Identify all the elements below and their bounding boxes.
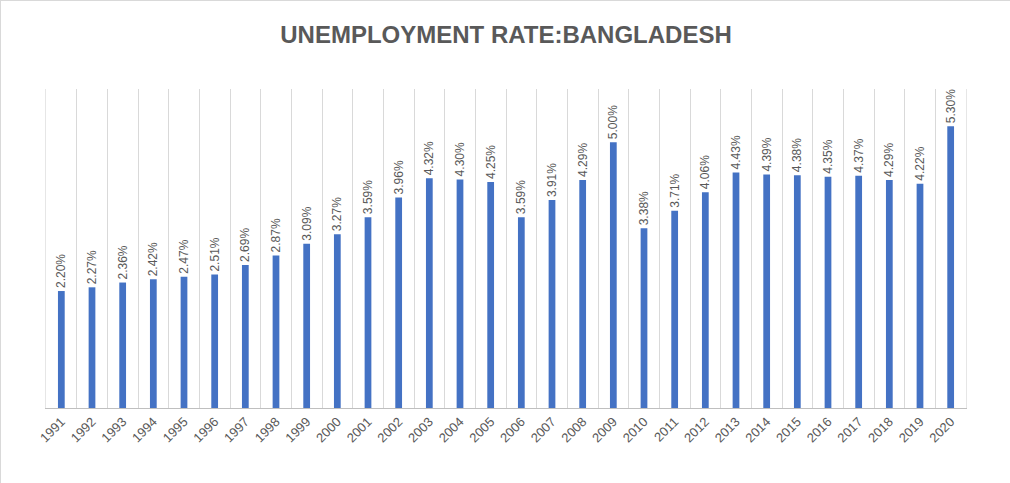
svg-text:3.96%: 3.96%: [392, 160, 406, 194]
svg-text:2.36%: 2.36%: [116, 245, 130, 279]
svg-text:UNEMPLOYMENT RATE:BANGLADESH: UNEMPLOYMENT RATE:BANGLADESH: [280, 21, 732, 48]
svg-text:2019: 2019: [896, 414, 927, 445]
svg-text:2002: 2002: [374, 414, 405, 445]
svg-text:4.39%: 4.39%: [760, 137, 774, 171]
svg-text:4.30%: 4.30%: [453, 142, 467, 176]
svg-text:2011: 2011: [651, 414, 681, 444]
svg-text:2.47%: 2.47%: [177, 239, 191, 273]
svg-text:1993: 1993: [98, 414, 129, 445]
svg-text:4.29%: 4.29%: [882, 143, 896, 177]
svg-text:2009: 2009: [589, 414, 620, 445]
svg-text:3.59%: 3.59%: [361, 180, 375, 214]
svg-text:4.43%: 4.43%: [729, 135, 743, 169]
svg-text:2020: 2020: [926, 414, 957, 445]
svg-text:2012: 2012: [681, 414, 712, 445]
svg-text:1992: 1992: [68, 414, 99, 445]
svg-text:2008: 2008: [558, 414, 589, 445]
svg-text:4.22%: 4.22%: [913, 146, 927, 180]
svg-text:2004: 2004: [436, 414, 467, 445]
svg-text:1999: 1999: [282, 414, 313, 445]
svg-text:1998: 1998: [252, 414, 283, 445]
svg-text:2.69%: 2.69%: [238, 228, 252, 262]
svg-text:2013: 2013: [712, 414, 743, 445]
svg-text:4.35%: 4.35%: [821, 139, 835, 173]
svg-text:4.32%: 4.32%: [422, 141, 436, 175]
svg-text:1994: 1994: [129, 414, 160, 445]
svg-text:5.30%: 5.30%: [944, 89, 958, 123]
svg-text:4.38%: 4.38%: [790, 138, 804, 172]
svg-text:2017: 2017: [834, 414, 865, 445]
svg-text:1996: 1996: [190, 414, 221, 445]
svg-text:3.71%: 3.71%: [668, 173, 682, 207]
svg-text:2014: 2014: [742, 414, 773, 445]
svg-text:2.27%: 2.27%: [85, 250, 99, 284]
svg-text:2001: 2001: [344, 414, 375, 445]
svg-text:4.25%: 4.25%: [484, 145, 498, 179]
svg-text:2016: 2016: [804, 414, 835, 445]
svg-text:2.87%: 2.87%: [269, 218, 283, 252]
svg-text:1991: 1991: [37, 414, 68, 445]
svg-text:3.09%: 3.09%: [300, 206, 314, 240]
svg-text:4.06%: 4.06%: [698, 155, 712, 189]
svg-text:1995: 1995: [160, 414, 191, 445]
svg-text:3.59%: 3.59%: [514, 180, 528, 214]
svg-text:4.29%: 4.29%: [576, 143, 590, 177]
svg-text:2007: 2007: [528, 414, 559, 445]
svg-text:2018: 2018: [865, 414, 896, 445]
svg-text:1997: 1997: [221, 414, 252, 445]
svg-text:3.91%: 3.91%: [545, 163, 559, 197]
svg-text:5.00%: 5.00%: [606, 105, 620, 139]
svg-text:2003: 2003: [405, 414, 436, 445]
svg-text:2006: 2006: [497, 414, 528, 445]
svg-text:3.38%: 3.38%: [637, 191, 651, 225]
svg-text:2000: 2000: [313, 414, 344, 445]
svg-text:2.51%: 2.51%: [208, 237, 222, 271]
svg-text:2015: 2015: [773, 414, 804, 445]
svg-text:2010: 2010: [620, 414, 651, 445]
svg-text:4.37%: 4.37%: [852, 138, 866, 172]
svg-text:2.42%: 2.42%: [146, 242, 160, 276]
svg-text:2.20%: 2.20%: [54, 254, 68, 288]
svg-text:3.27%: 3.27%: [330, 197, 344, 231]
svg-text:2005: 2005: [466, 414, 497, 445]
